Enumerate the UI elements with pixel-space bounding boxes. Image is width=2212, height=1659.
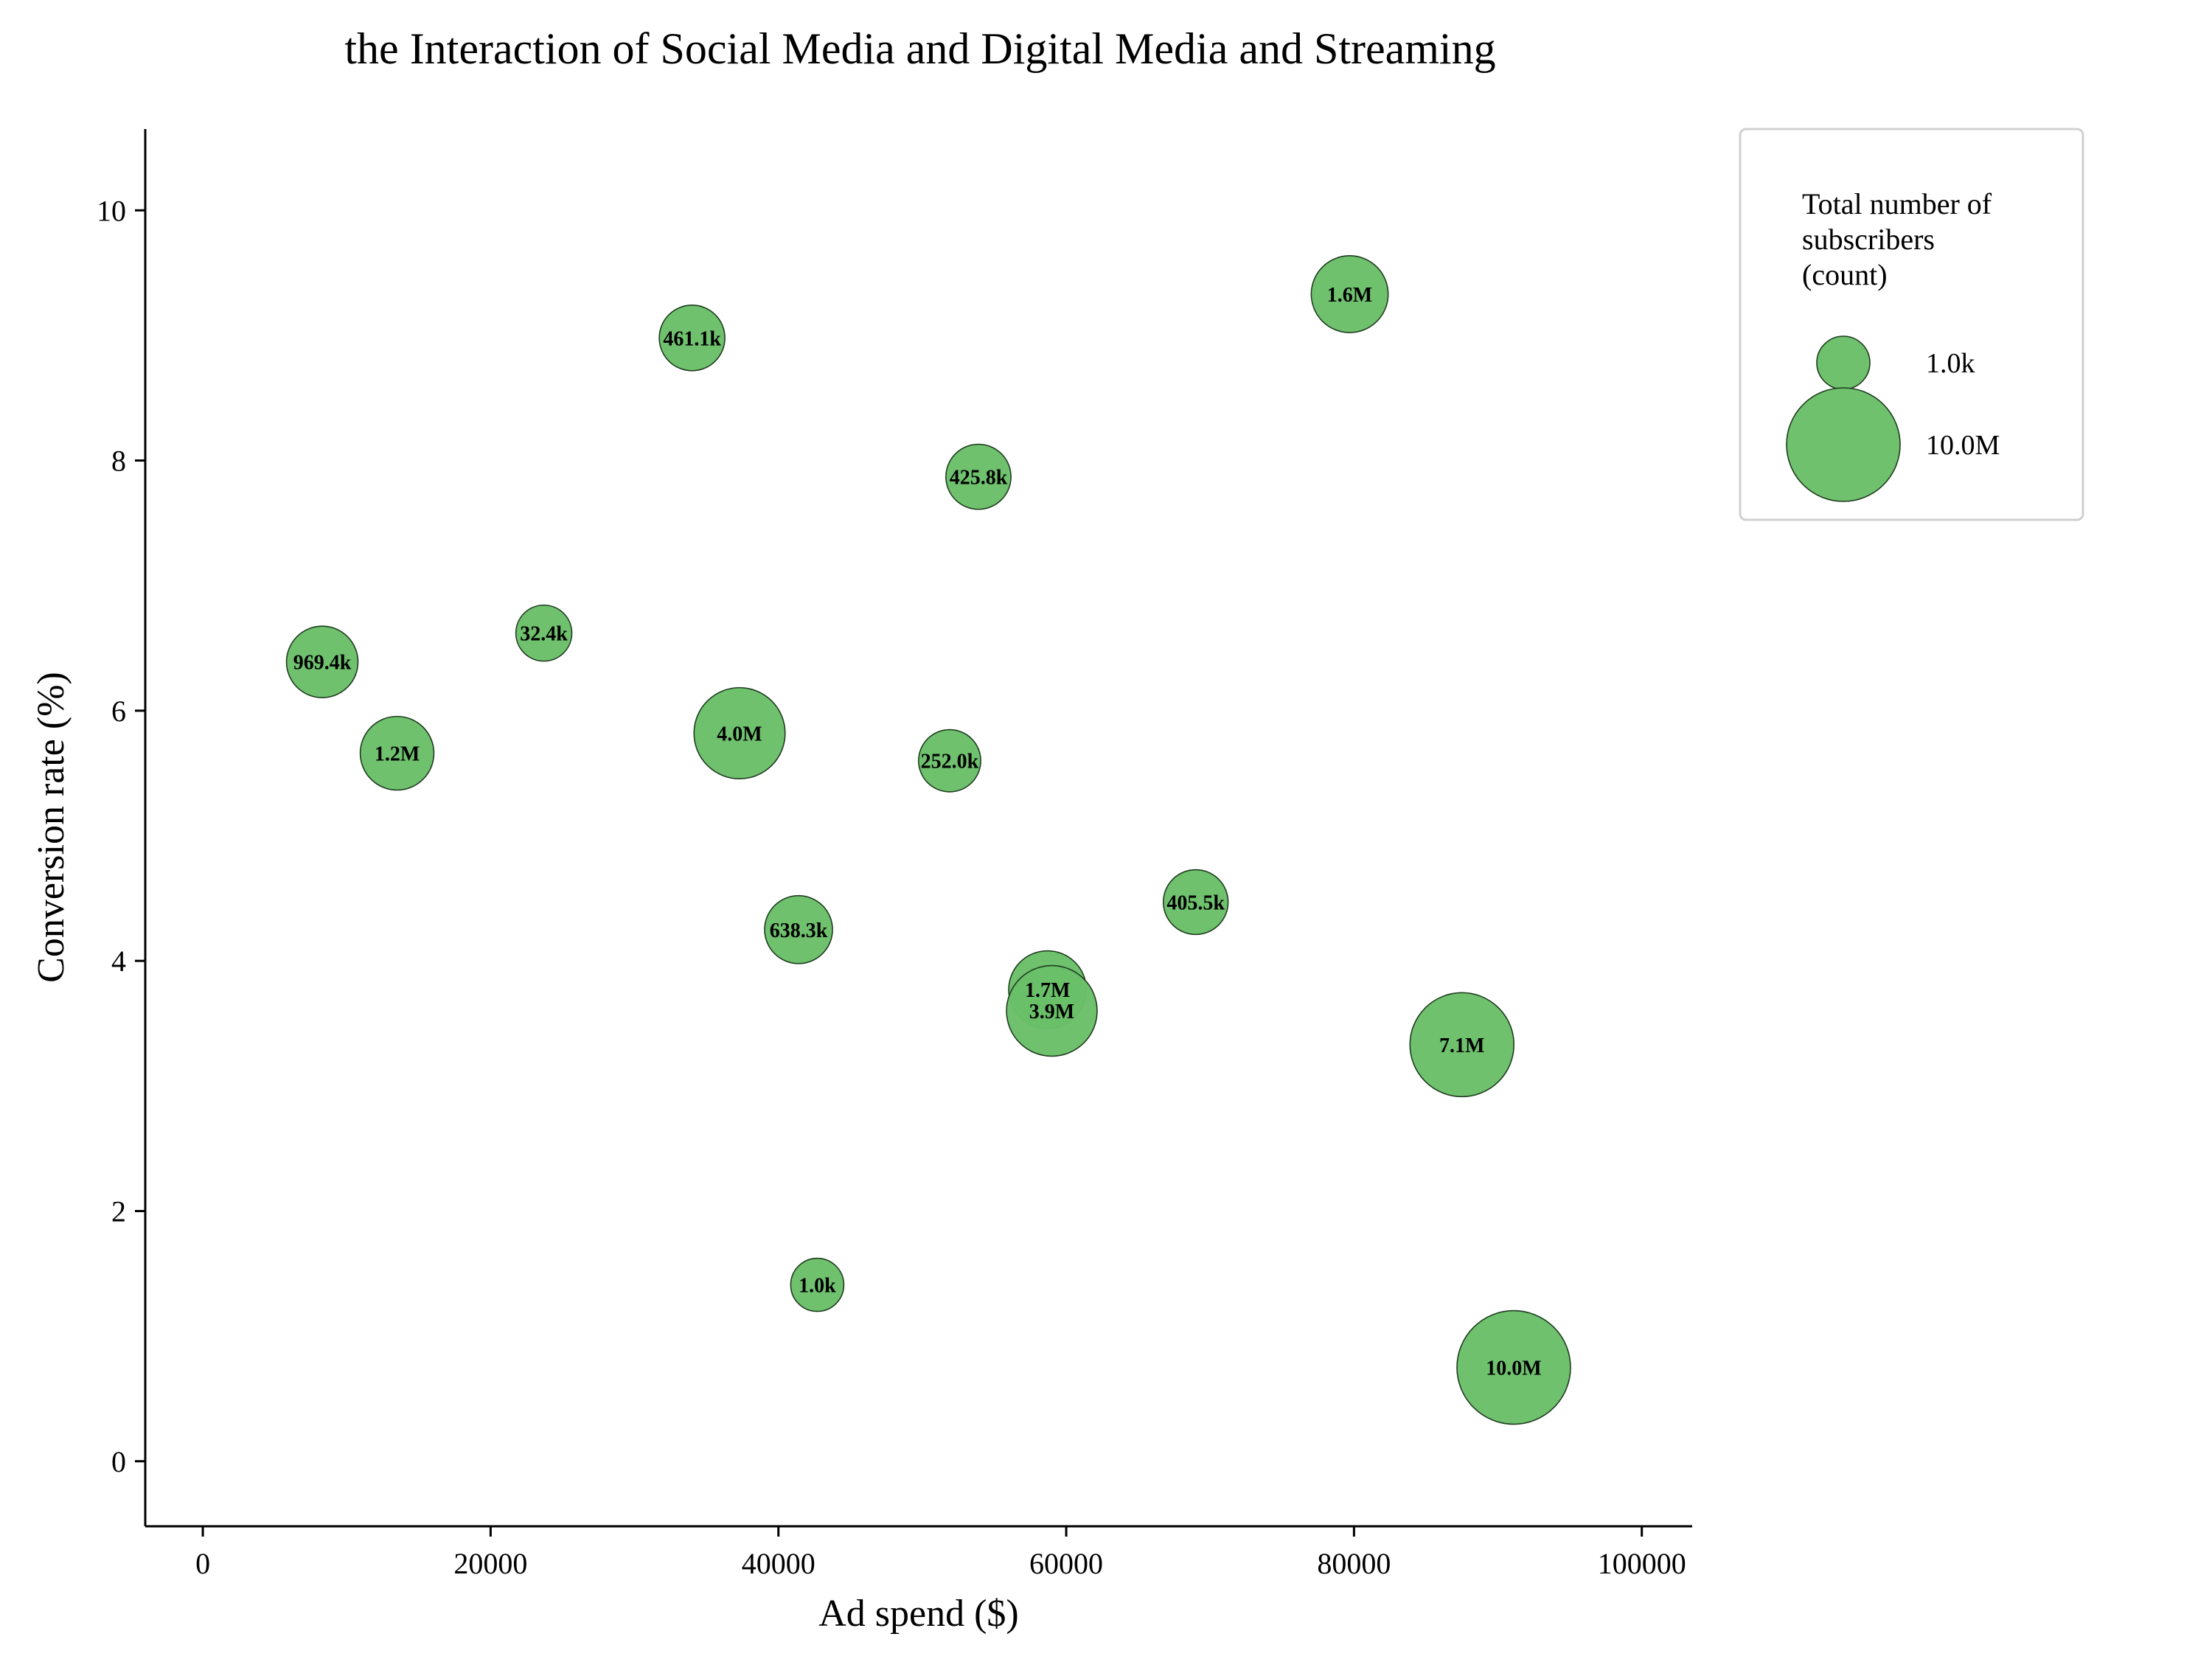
bubble-label: 425.8k [950, 467, 1008, 490]
legend-bubble [1786, 387, 1901, 502]
bubble-label: 7.1M [1439, 1034, 1484, 1057]
y-tick-label: 6 [111, 695, 126, 728]
bubble-label: 10.0M [1486, 1357, 1541, 1380]
bubble-label: 252.0k [921, 751, 979, 773]
bubble-label: 1.2M [375, 743, 420, 766]
legend-entry-label: 10.0M [1926, 430, 2000, 461]
y-tick-label: 0 [111, 1445, 126, 1478]
bubble [1456, 1310, 1571, 1425]
y-tick-label: 2 [111, 1194, 126, 1228]
x-tick-label: 100000 [1598, 1547, 1686, 1580]
bubble [917, 728, 981, 793]
bubble [285, 625, 359, 698]
x-tick-label: 0 [195, 1547, 210, 1580]
x-tick-label: 80000 [1317, 1547, 1391, 1580]
bubble-label: 3.9M [1029, 1001, 1074, 1023]
legend: Total number of subscribers (count) 1.0k 10… [1739, 128, 2084, 521]
bubble [1310, 254, 1389, 333]
y-tick-label: 4 [111, 945, 126, 978]
bubble-label: 638.3k [770, 919, 828, 942]
x-tick-label: 20000 [453, 1547, 527, 1580]
bubble-label: 405.5k [1166, 891, 1225, 914]
bubble [693, 686, 786, 779]
x-tick-label: 40000 [742, 1547, 815, 1580]
legend-bubble [1816, 335, 1871, 390]
y-axis-label: Conversion rate (%) [30, 672, 72, 983]
bubble-label: 32.4k [520, 623, 568, 646]
bubble [764, 894, 833, 964]
bubble [359, 715, 435, 791]
x-axis-label: Ad spend ($) [818, 1593, 1019, 1635]
bubble [790, 1257, 845, 1312]
x-tick-label: 60000 [1029, 1547, 1103, 1580]
bubble [1409, 992, 1515, 1098]
y-tick-label: 8 [111, 445, 126, 478]
bubble-label: 1.0k [799, 1275, 836, 1298]
x-ticks: 0 20000 40000 60000 80000 100000 [195, 1526, 1686, 1580]
bubble-label: 4.0M [717, 723, 762, 745]
y-tick-label: 10 [97, 194, 126, 227]
bubble-label: 1.7M [1025, 979, 1070, 1002]
bubble [658, 305, 726, 372]
y-ticks: 0 2 4 6 8 10 [97, 194, 145, 1478]
bubble [515, 604, 573, 662]
legend-entries: 1.0k 10.0M [1786, 335, 2000, 502]
bubble-label: 461.1k [663, 327, 721, 350]
legend-title: Total number of subscribers (count) [1802, 187, 1992, 291]
legend-entry-label: 1.0k [1926, 348, 1975, 379]
bubble [945, 443, 1012, 510]
bubble-label: 969.4k [293, 652, 352, 675]
plot-area: 969.4k 1.2M 32.4k 461.1k 4.0M 638.3k 1.0k 252.0… [285, 254, 1571, 1425]
bubble [1006, 964, 1098, 1057]
chart-title: the Interaction of Social Media and Digi… [344, 24, 1495, 73]
bubble-label: 1.6M [1327, 284, 1372, 307]
bubble [1162, 869, 1229, 936]
